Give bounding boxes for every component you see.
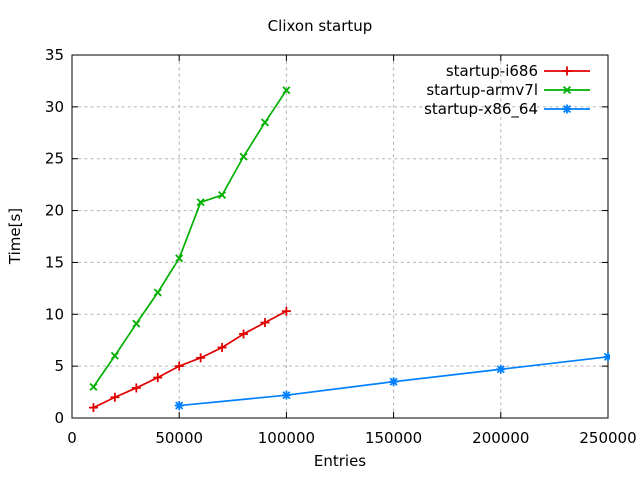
legend-item-startup-x86_64: startup-x86_64 (424, 100, 590, 119)
legend-item-startup-armv7l: startup-armv7l (426, 81, 590, 99)
grid-lines (72, 55, 608, 418)
x-tick-label: 200000 (472, 429, 529, 447)
y-tick-label: 35 (45, 46, 64, 64)
y-tick-label: 20 (45, 202, 64, 220)
legend-item-startup-i686: startup-i686 (446, 62, 590, 80)
x-tick-label: 150000 (365, 429, 422, 447)
chart-title: Clixon startup (268, 17, 373, 35)
series-startup-x86_64 (174, 352, 610, 411)
y-axis-label: Time[s] (6, 208, 24, 265)
legend-label: startup-x86_64 (424, 100, 538, 119)
x-axis-label: Entries (314, 452, 366, 470)
y-tick-label: 25 (45, 150, 64, 168)
x-tick-label: 50000 (155, 429, 203, 447)
y-tick-label: 0 (54, 409, 64, 427)
x-tick-label: 0 (67, 429, 77, 447)
plot-border (71, 54, 609, 419)
y-tick-label: 30 (45, 98, 64, 116)
series-startup-armv7l (89, 86, 291, 391)
series-startup-i686 (88, 306, 291, 413)
tick-labels: 0 50000 100000 150000 200000 250000 0 5 10 15 20 25… (45, 46, 637, 447)
y-tick-label: 5 (54, 357, 64, 375)
legend-label: startup-i686 (446, 62, 538, 80)
legend-label: startup-armv7l (426, 81, 538, 99)
data-series (88, 86, 610, 413)
x-tick-label: 100000 (258, 429, 315, 447)
x-tick-label: 250000 (579, 429, 636, 447)
y-tick-label: 15 (45, 253, 64, 271)
y-tick-label: 10 (45, 305, 64, 323)
